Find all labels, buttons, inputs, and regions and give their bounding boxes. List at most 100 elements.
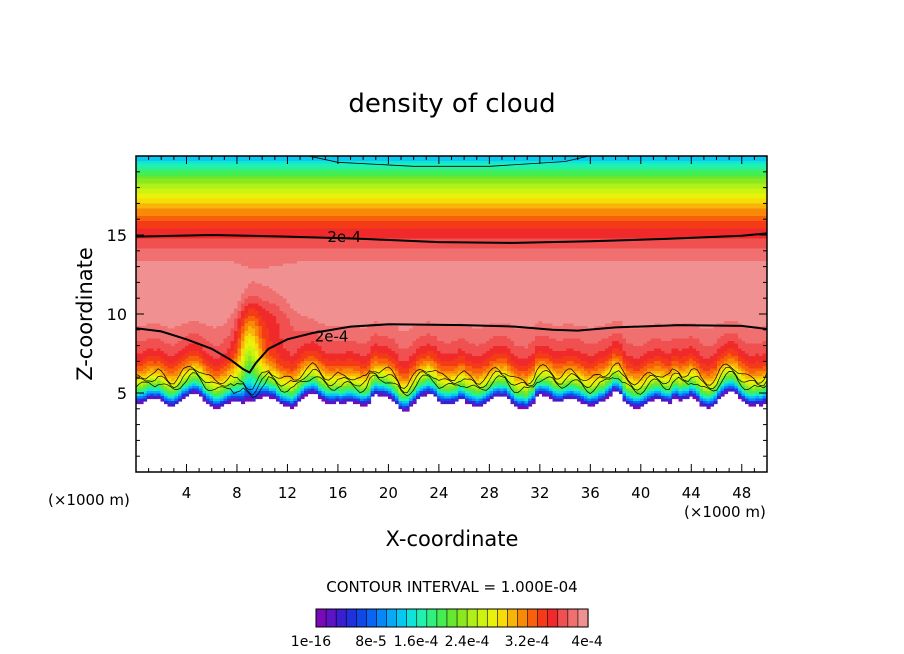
density-cell [195,186,200,190]
density-cell [146,333,151,337]
density-cell [153,228,158,232]
density-cell [188,253,193,257]
density-cell [164,346,169,350]
density-cell [202,253,207,257]
density-cell [167,358,172,362]
density-cell [188,368,193,372]
density-cell [167,301,172,305]
density-cell [269,396,274,400]
density-cell [136,378,141,382]
density-cell [136,253,141,257]
density-cell [199,213,204,217]
density-cell [174,193,179,197]
density-cell [157,188,162,192]
density-cell [167,338,172,342]
density-cell [195,391,200,395]
density-cell [199,208,204,212]
density-cell [146,301,151,305]
density-cell [192,301,197,305]
density-cell [174,368,179,372]
density-cell [192,328,197,332]
density-cell [153,396,158,400]
density-cell [157,291,162,295]
density-cell [202,208,207,212]
density-cell [185,376,190,380]
density-cell [171,216,176,220]
density-cell [206,226,211,230]
density-cell [136,321,141,325]
density-cell [185,203,190,207]
density-cell [139,348,144,352]
density-cell [188,166,193,170]
density-cell [153,356,158,360]
density-cell [171,383,176,387]
density-cell [146,213,151,217]
density-cell [195,381,200,385]
density-cell [164,283,169,287]
density-cell [153,381,158,385]
density-cell [185,381,190,385]
density-cell [160,393,165,397]
density-cell [188,176,193,180]
density-cell [188,201,193,205]
density-cell [188,378,193,382]
density-cell [164,333,169,337]
density-cell [160,158,165,162]
density-cell [202,176,207,180]
density-cell [202,261,207,265]
density-cell [185,318,190,322]
density-cell [171,243,176,247]
density-cell [206,163,211,167]
density-cell [185,393,190,397]
density-cell [174,391,179,395]
density-cell [192,243,197,247]
density-cell [185,288,190,292]
density-cell [150,198,155,202]
density-cell [146,246,151,250]
density-cell [188,278,193,282]
density-cell [153,331,158,335]
density-cell [153,318,158,322]
density-cell [192,338,197,342]
density-cell [185,308,190,312]
density-cell [181,381,186,385]
density-cell [188,228,193,232]
density-cell [181,338,186,342]
density-cell [199,266,204,270]
density-cell [160,308,165,312]
density-cell [164,271,169,275]
density-cell [192,356,197,360]
density-cell [199,156,204,160]
density-cell [143,296,148,300]
density-cell [181,276,186,280]
density-cell [146,308,151,312]
density-cell [153,346,158,350]
density-cell [164,278,169,282]
density-cell [167,366,172,370]
density-cell [136,263,141,267]
density-cell [136,268,141,272]
density-cell [153,271,158,275]
density-cell [150,376,155,380]
density-cell [185,286,190,290]
density-cell [171,193,176,197]
density-cell [202,161,207,165]
density-cell [157,263,162,267]
density-cell [139,278,144,282]
density-cell [185,171,190,175]
density-cell [171,221,176,225]
density-cell [164,173,169,177]
density-cell [160,333,165,337]
density-cell [167,226,172,230]
density-cell [174,398,179,402]
density-cell [167,378,172,382]
density-cell [181,386,186,390]
density-cell [157,326,162,330]
density-cell [174,196,179,200]
density-cell [150,223,155,227]
density-cell [143,221,148,225]
density-cell [178,286,183,290]
density-cell [174,236,179,240]
density-cell [290,406,295,410]
density-cell [202,373,207,377]
